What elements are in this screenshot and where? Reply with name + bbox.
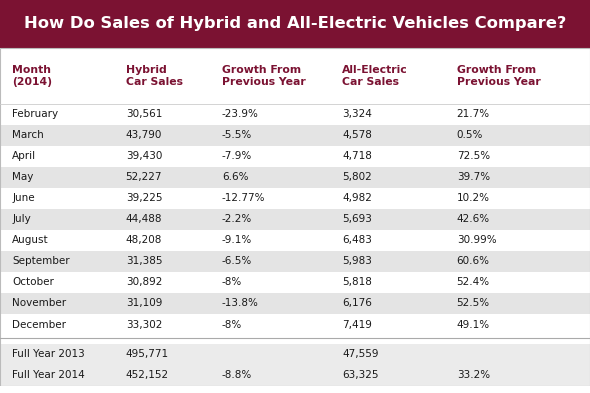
Text: Full Year 2014: Full Year 2014 [12,370,85,380]
Bar [0,272,590,293]
Text: 52,227: 52,227 [126,173,162,182]
Text: 30,892: 30,892 [126,277,162,287]
Text: -2.2%: -2.2% [222,215,252,224]
Text: Full Year 2013: Full Year 2013 [12,349,85,359]
Text: July: July [12,215,31,224]
Text: 52.5%: 52.5% [457,299,490,309]
Text: August: August [12,235,49,245]
Text: 52.4%: 52.4% [457,277,490,287]
Text: 5,693: 5,693 [342,215,372,224]
Text: 5,818: 5,818 [342,277,372,287]
Text: June: June [12,193,35,203]
Text: 6.6%: 6.6% [222,173,248,182]
Text: 495,771: 495,771 [126,349,169,359]
Text: -8.8%: -8.8% [222,370,252,380]
Bar [0,365,590,386]
Text: -7.9%: -7.9% [222,151,252,161]
Bar [0,386,590,393]
Text: December: December [12,320,67,329]
Text: 4,982: 4,982 [342,193,372,203]
Bar [0,314,590,335]
Text: Month
(2014): Month (2014) [12,65,53,87]
Bar [0,188,590,209]
Text: 5,802: 5,802 [342,173,372,182]
Text: -5.5%: -5.5% [222,130,252,140]
Text: 39,430: 39,430 [126,151,162,161]
Text: 43,790: 43,790 [126,130,162,140]
Text: 0.5%: 0.5% [457,130,483,140]
Text: 39,225: 39,225 [126,193,162,203]
Text: 39.7%: 39.7% [457,173,490,182]
Text: 33.2%: 33.2% [457,370,490,380]
Bar [0,0,590,48]
Text: 48,208: 48,208 [126,235,162,245]
Text: 3,324: 3,324 [342,109,372,119]
Text: 42.6%: 42.6% [457,215,490,224]
Text: October: October [12,277,54,287]
Text: How Do Sales of Hybrid and All-Electric Vehicles Compare?: How Do Sales of Hybrid and All-Electric … [24,17,566,31]
Bar [0,48,590,104]
Text: 33,302: 33,302 [126,320,162,329]
Text: 452,152: 452,152 [126,370,169,380]
Bar [0,230,590,251]
Text: 4,718: 4,718 [342,151,372,161]
Text: All-Electric
Car Sales: All-Electric Car Sales [342,65,408,87]
Text: 49.1%: 49.1% [457,320,490,329]
Text: 21.7%: 21.7% [457,109,490,119]
Text: May: May [12,173,34,182]
Bar [0,251,590,272]
Text: March: March [12,130,44,140]
Text: 30,561: 30,561 [126,109,162,119]
Bar [0,146,590,167]
Text: 44,488: 44,488 [126,215,162,224]
Bar [0,104,590,125]
Text: April: April [12,151,37,161]
Text: 7,419: 7,419 [342,320,372,329]
Bar [0,343,590,365]
Text: Growth From
Previous Year: Growth From Previous Year [457,65,540,87]
Bar [0,293,590,314]
Bar [0,167,590,188]
Text: 31,109: 31,109 [126,299,162,309]
Text: 31,385: 31,385 [126,257,162,266]
Text: Growth From
Previous Year: Growth From Previous Year [222,65,306,87]
Text: September: September [12,257,70,266]
Text: February: February [12,109,58,119]
Text: -8%: -8% [222,277,242,287]
Bar [0,48,590,386]
Text: 72.5%: 72.5% [457,151,490,161]
Text: 63,325: 63,325 [342,370,379,380]
Bar [0,125,590,146]
Text: -23.9%: -23.9% [222,109,259,119]
Text: 60.6%: 60.6% [457,257,490,266]
Text: -12.77%: -12.77% [222,193,266,203]
Text: -6.5%: -6.5% [222,257,252,266]
Text: -13.8%: -13.8% [222,299,259,309]
Text: 30.99%: 30.99% [457,235,496,245]
Text: 6,483: 6,483 [342,235,372,245]
Text: November: November [12,299,67,309]
Text: -8%: -8% [222,320,242,329]
Bar [82,386,590,393]
Text: 47,559: 47,559 [342,349,379,359]
Text: 10.2%: 10.2% [457,193,490,203]
Text: 6,176: 6,176 [342,299,372,309]
Text: 5,983: 5,983 [342,257,372,266]
Text: -9.1%: -9.1% [222,235,252,245]
Text: 4,578: 4,578 [342,130,372,140]
Text: Hybrid
Car Sales: Hybrid Car Sales [126,65,183,87]
Bar [0,209,590,230]
